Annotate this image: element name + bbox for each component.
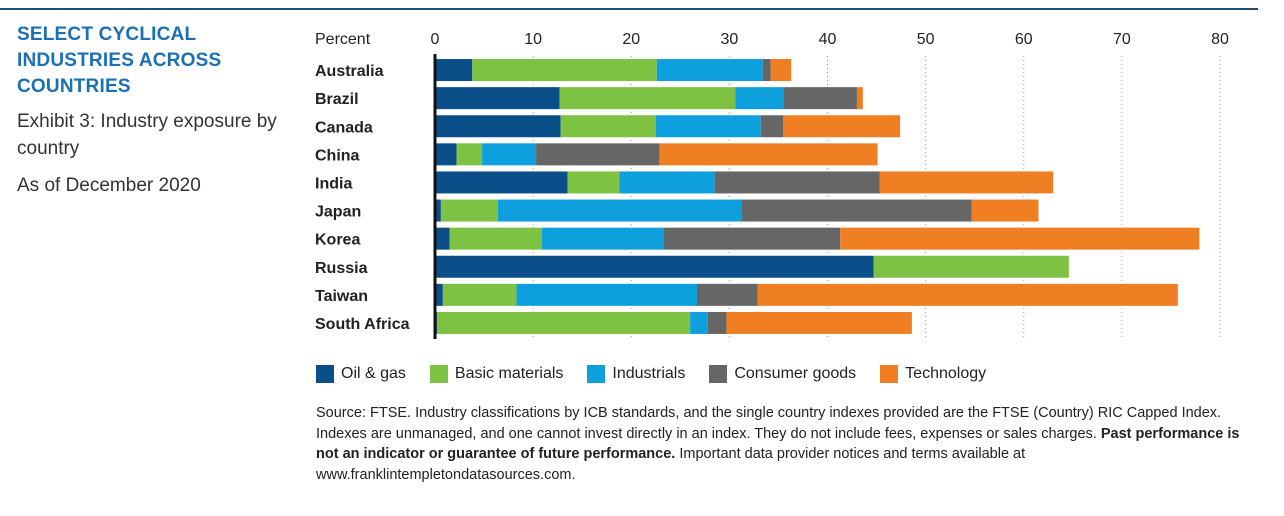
source-text-end: Important data provider notices and term… [316,446,1026,483]
bar-segment [840,227,1200,250]
bar-segment [435,59,473,82]
bar-segment [619,171,715,194]
tick-label: 10 [524,31,542,48]
category-label: South Africa [315,316,410,333]
bar-segment [735,87,784,110]
legend-swatch [880,365,899,383]
category-label: India [315,175,352,192]
bar-segment [567,171,620,194]
bar-segment [783,87,857,110]
legend-item: Basic materials [429,365,564,383]
legend-swatch [587,365,606,383]
bar-segment [663,227,841,250]
bar-segment [783,115,901,138]
bar-segment [435,143,457,166]
category-label: Taiwan [315,288,368,305]
bar-segment [435,115,561,138]
tick-label: 0 [431,31,440,48]
bar-segment [436,311,691,334]
bar-segment [442,283,517,306]
bar-segment [497,199,742,222]
source-disclaimer: Past performance is not an indicator or … [316,425,1240,463]
top-rule [0,8,1258,10]
sidebar: SELECT CYCLICAL INDUSTRIES ACROSS COUNTR… [17,22,297,199]
legend-item: Technology [880,365,986,383]
bar-segment [435,199,441,222]
bar-segment [757,283,1178,306]
as-of-date: As of December 2020 [17,175,201,196]
legend-label: Industrials [612,365,686,382]
chart-legend: Oil & gas Basic materials Industrials Consu… [316,365,1010,383]
bar-segment [971,199,1039,222]
bar-segment [760,115,784,138]
bar-segment [714,171,880,194]
bar-segment [707,311,727,334]
legend-label: Consumer goods [734,365,857,382]
bar-segment [762,59,771,82]
bar-segment [541,227,664,250]
bar-segment [726,311,912,334]
source-note: Source: FTSE. Industry classifications b… [316,403,1256,485]
legend-swatch [709,365,728,383]
legend-swatch [316,365,334,383]
bar-segment [440,199,498,222]
bar-segment [741,199,972,222]
bar-segment [435,255,874,278]
exhibit-subtitle: Exhibit 3: Industry exposure by country [17,111,277,159]
legend-label: Technology [905,365,987,382]
bar-segment [516,283,697,306]
legend-label: Basic materials [454,365,564,382]
category-label: Russia [315,260,368,277]
bar-segment [560,115,656,138]
legend-item: Consumer goods [709,365,856,383]
source-text: Source: FTSE. Industry classifications b… [316,405,1222,442]
category-label: Brazil [315,91,359,108]
category-label: Korea [315,232,360,249]
bar-segment [856,87,863,110]
category-label: Japan [315,204,361,221]
page-title: SELECT CYCLICAL INDUSTRIES ACROSS COUNTR… [17,24,222,97]
tick-label: 60 [1015,31,1033,48]
bar-segment [456,143,483,166]
bar-segment [559,87,736,110]
stacked-bar-chart: Percent 0 10 20 30 40 50 60 70 80 Australia Brazil C… [315,31,1229,339]
tick-label: 50 [917,31,935,48]
bar-segment [873,255,1069,278]
bar-segment [536,143,660,166]
bar-segment [449,227,542,250]
legend-swatch [429,365,448,383]
bar-segment [879,171,1054,194]
bar-segment [696,283,758,306]
tick-label: 70 [1113,31,1131,48]
category-label: China [315,147,360,164]
legend-item: Industrials [587,365,685,383]
bar-segment [472,59,657,82]
tick-label: 30 [720,31,738,48]
legend-item: Oil & gas [316,365,406,383]
legend-label: Oil & gas [341,365,406,382]
bar-segment [435,171,568,194]
bar-segment [482,143,537,166]
bar-segment [655,115,761,138]
bar-segment [690,311,708,334]
bar-segment [435,87,560,110]
bar-segment [435,227,450,250]
category-label: Australia [315,63,384,80]
category-label: Canada [315,119,373,136]
tick-label: 40 [819,31,837,48]
axis-label: Percent [315,31,371,48]
bar-segment [770,59,792,82]
bar-segment [659,143,878,166]
tick-label: 80 [1211,31,1229,48]
bar-segment [656,59,763,82]
bar-segment [435,283,443,306]
tick-label: 20 [622,31,640,48]
